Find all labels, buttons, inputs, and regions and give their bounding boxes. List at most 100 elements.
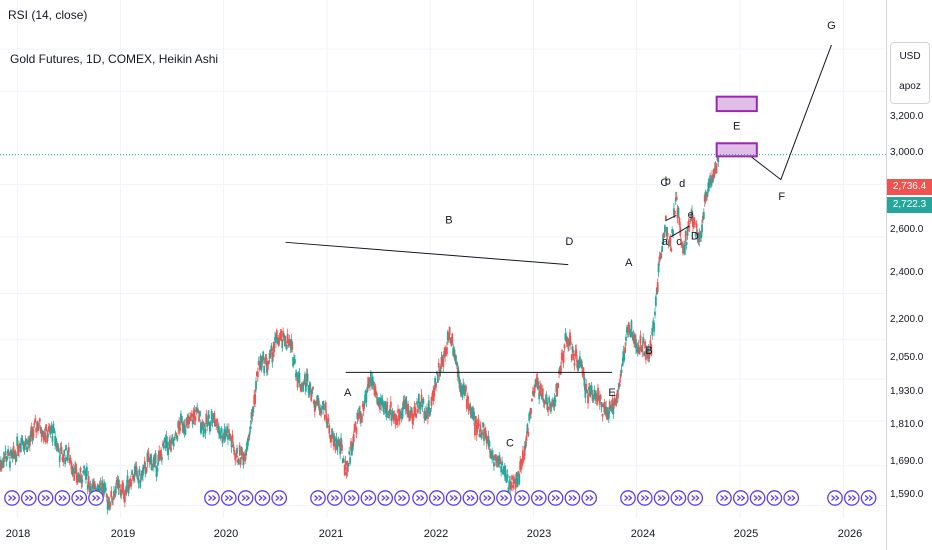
economic-event-icon[interactable] <box>766 490 783 506</box>
candle <box>692 218 695 225</box>
economic-event-icon[interactable] <box>220 490 237 506</box>
candle <box>181 422 184 433</box>
economic-event-icon[interactable] <box>843 490 860 506</box>
candle <box>517 471 520 478</box>
candle <box>186 416 189 425</box>
candle <box>92 483 95 489</box>
candle <box>312 386 314 390</box>
candle <box>365 391 368 402</box>
candle <box>298 372 301 384</box>
economic-event-icon[interactable] <box>412 490 428 506</box>
economic-event-icon[interactable] <box>37 490 54 506</box>
economic-event-icon[interactable] <box>620 490 636 506</box>
economic-event-icon[interactable] <box>581 490 598 506</box>
economic-event-icon[interactable] <box>716 490 732 506</box>
economic-event-icon[interactable] <box>360 490 377 506</box>
candle <box>690 213 693 218</box>
event-arrow-icon <box>224 495 234 501</box>
economic-event-icon[interactable] <box>547 490 564 506</box>
candle <box>644 341 646 349</box>
event-arrow-icon <box>674 495 683 501</box>
economic-event-icon[interactable] <box>428 490 445 506</box>
candle <box>697 232 700 243</box>
economic-event-icon[interactable] <box>732 490 749 506</box>
candle <box>127 484 130 494</box>
candle <box>328 425 331 434</box>
candle <box>674 197 677 202</box>
candle <box>288 338 291 345</box>
candle <box>629 330 632 338</box>
candle <box>26 447 29 453</box>
candle <box>675 196 678 201</box>
candle <box>520 459 522 470</box>
economic-event-icon[interactable] <box>564 490 581 506</box>
economic-event-icon[interactable] <box>462 490 479 506</box>
wave-label: B <box>645 345 652 357</box>
candle <box>685 241 688 246</box>
candle <box>145 467 148 473</box>
economic-event-icon[interactable] <box>343 490 360 506</box>
candle <box>507 487 510 493</box>
candle <box>449 337 452 344</box>
economic-event-icon[interactable] <box>20 490 37 506</box>
candle <box>402 401 405 409</box>
economic-event-icon[interactable] <box>653 490 670 506</box>
candle <box>512 476 515 484</box>
symbol-title[interactable]: Gold Futures, 1D, COMEX, Heikin Ashi <box>10 52 219 66</box>
candle <box>76 477 79 482</box>
candle <box>713 167 716 175</box>
currency-selector[interactable]: USD apoz <box>890 42 930 104</box>
economic-event-icon[interactable] <box>670 490 687 506</box>
candle <box>227 436 229 440</box>
candle <box>248 431 251 435</box>
economic-event-icon[interactable] <box>514 490 530 506</box>
candle <box>81 479 84 483</box>
candle <box>253 395 256 405</box>
economic-event-icon[interactable] <box>636 490 653 506</box>
candle <box>28 437 31 446</box>
candle <box>330 435 333 442</box>
candle <box>533 385 536 394</box>
candle <box>420 394 423 403</box>
candle <box>105 494 108 498</box>
economic-event-icon[interactable] <box>496 490 512 506</box>
candle <box>378 397 380 407</box>
economic-event-icon[interactable] <box>204 490 220 506</box>
economic-event-icon[interactable] <box>326 490 343 506</box>
economic-event-icon[interactable] <box>827 490 843 506</box>
economic-event-icon[interactable] <box>4 490 20 506</box>
economic-event-icon[interactable] <box>530 490 547 506</box>
economic-event-icon[interactable] <box>445 490 462 506</box>
candle <box>91 483 94 489</box>
candle <box>662 234 665 245</box>
economic-event-icon[interactable] <box>749 490 766 506</box>
candle <box>155 466 158 477</box>
economic-event-icon[interactable] <box>254 490 271 506</box>
economic-event-icon[interactable] <box>71 490 88 506</box>
economic-event-icon[interactable] <box>479 490 496 506</box>
candle <box>678 217 681 225</box>
candle <box>516 477 519 488</box>
indicator-title[interactable]: RSI (14, close) <box>8 8 88 22</box>
candle <box>437 363 440 368</box>
economic-event-icon[interactable] <box>310 490 326 506</box>
candle <box>373 386 376 396</box>
economic-event-icon[interactable] <box>271 490 288 506</box>
economic-event-icon[interactable] <box>377 490 394 506</box>
economic-event-icon[interactable] <box>783 490 800 506</box>
candle <box>153 454 156 464</box>
candle <box>666 233 669 237</box>
economic-event-icon[interactable] <box>54 490 71 506</box>
candle <box>242 457 245 466</box>
economic-event-icon[interactable] <box>237 490 254 506</box>
economic-event-icon[interactable] <box>88 490 104 506</box>
candle <box>710 179 712 185</box>
economic-event-icon[interactable] <box>394 490 410 506</box>
candle <box>73 474 76 481</box>
economic-event-icon[interactable] <box>687 490 704 506</box>
candle <box>307 385 310 393</box>
economic-event-icon[interactable] <box>860 490 877 506</box>
candle <box>557 383 560 388</box>
candle <box>140 474 143 478</box>
